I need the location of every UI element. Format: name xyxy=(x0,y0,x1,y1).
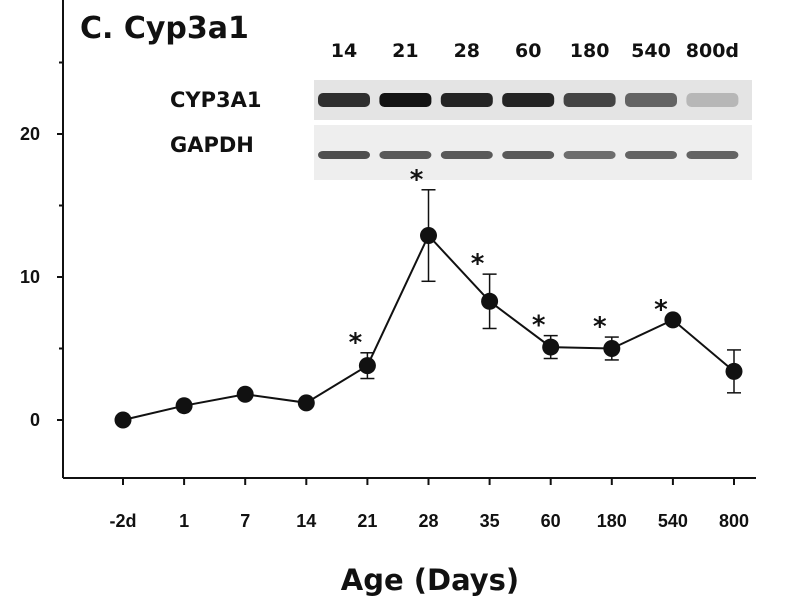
x-tick-label: 21 xyxy=(357,511,377,531)
x-tick-label: -2d xyxy=(110,511,137,531)
x-tick-label: 540 xyxy=(658,511,688,531)
blot-band xyxy=(502,93,555,107)
x-tick-label: 60 xyxy=(541,511,561,531)
western-blot-inset: 14 21 28 60 180 540 800d CYP3A1 GAPDH xyxy=(170,40,752,180)
significance-star: * xyxy=(654,295,668,325)
blot-lane-label: 180 xyxy=(570,40,610,62)
blot-band xyxy=(563,151,616,159)
blot-band xyxy=(440,151,493,159)
data-point xyxy=(175,397,193,415)
x-tick-label: 7 xyxy=(240,511,250,531)
blot-lane-label: 60 xyxy=(515,40,541,62)
data-point xyxy=(725,362,743,380)
data-point xyxy=(114,411,132,429)
significance-star: * xyxy=(593,312,607,342)
x-tick-label: 1 xyxy=(179,511,189,531)
y-tick-label: 20 xyxy=(20,124,40,144)
blot-band xyxy=(379,93,432,107)
x-tick-label: 800 xyxy=(719,511,749,531)
blot-band xyxy=(686,93,739,107)
blot-band xyxy=(625,151,677,159)
data-point xyxy=(358,357,376,375)
y-axis-ticks: 0 10 20 xyxy=(20,61,63,430)
data-point xyxy=(481,292,499,310)
blot-lane-label: 21 xyxy=(392,40,418,62)
x-tick-label: 14 xyxy=(296,511,316,531)
data-point xyxy=(542,338,560,356)
blot-lane-label: 28 xyxy=(454,40,480,62)
blot-band xyxy=(625,93,677,107)
blot-band xyxy=(502,151,555,159)
significance-star: * xyxy=(349,328,363,358)
blot-band xyxy=(318,151,370,159)
data-series: * * * * * * xyxy=(114,165,743,429)
blot-band xyxy=(440,93,493,107)
data-point xyxy=(236,385,254,403)
significance-star: * xyxy=(410,165,424,195)
significance-star: * xyxy=(532,311,546,341)
x-tick-label: 180 xyxy=(597,511,627,531)
x-axis-title: Age (Days) xyxy=(341,563,519,597)
blot-band xyxy=(563,93,616,107)
x-tick-label: 35 xyxy=(480,511,500,531)
panel-title: C. Cyp3a1 xyxy=(80,11,249,46)
blot-lane-label: 14 xyxy=(331,40,357,62)
data-point xyxy=(664,311,682,329)
blot-band xyxy=(686,151,739,159)
x-tick-label: 28 xyxy=(418,511,438,531)
blot-band xyxy=(318,93,370,107)
data-point xyxy=(603,340,621,357)
blot-lane-label: 540 xyxy=(631,40,671,62)
data-point xyxy=(297,394,315,412)
y-tick-label: 10 xyxy=(20,267,40,287)
significance-star: * xyxy=(471,249,485,279)
y-tick-label: 0 xyxy=(30,410,40,430)
data-point xyxy=(420,227,437,245)
blot-lane-label: 800d xyxy=(686,40,739,62)
blot-row-label: CYP3A1 xyxy=(170,88,262,112)
blot-row-label: GAPDH xyxy=(170,133,254,157)
blot-band xyxy=(379,151,432,159)
x-axis-ticks: -2d 1 7 14 21 28 35 60 180 540 800 xyxy=(110,478,749,531)
